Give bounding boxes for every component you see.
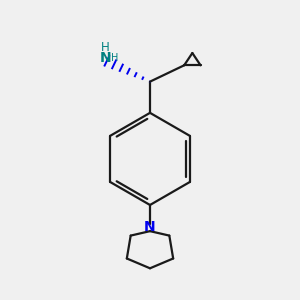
Text: H: H [111, 53, 118, 64]
Text: N: N [100, 52, 111, 65]
Text: H: H [101, 41, 110, 54]
Text: N: N [144, 220, 156, 234]
